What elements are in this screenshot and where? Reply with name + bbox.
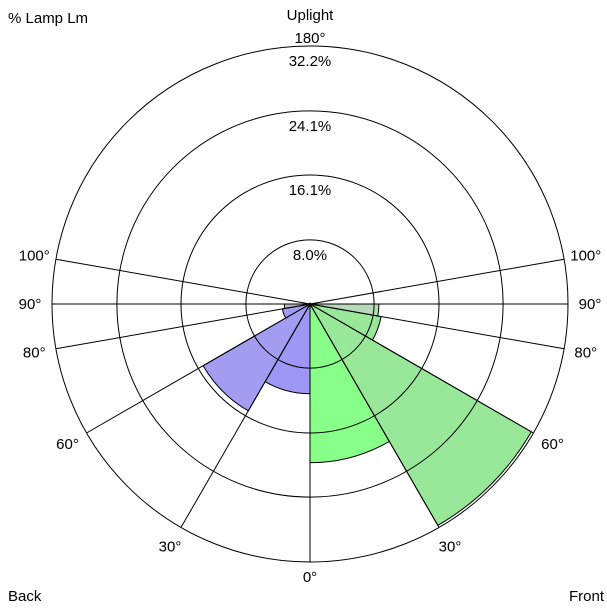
angle-label-front-60: 60° [541, 436, 564, 453]
spoke-back-60 [86, 303, 311, 434]
angle-label-front-30: 30° [439, 538, 462, 555]
angle-label-back-60: 60° [56, 436, 79, 453]
ring-label-0: 8.0% [293, 247, 327, 264]
front-label: Front [569, 588, 605, 605]
angle-label-back-90: 90° [19, 296, 42, 313]
spoke-back-30 [180, 303, 311, 528]
angle-label-back-30: 30° [159, 538, 182, 555]
spoke-front-30 [309, 303, 440, 528]
angle-label-front-80: 80° [574, 345, 597, 362]
chart-title: Uplight [287, 7, 335, 24]
angle-label-front-90: 90° [579, 296, 602, 313]
label-layer: % Lamp Lm Uplight 180° Back Front 8.0% 16… [8, 7, 605, 605]
spoke-front-80 [309, 303, 565, 350]
spoke-back-100 [55, 258, 311, 305]
spoke-back-80 [55, 303, 311, 350]
back-label: Back [8, 588, 42, 605]
spoke-layer [52, 258, 568, 562]
spoke-front-100 [309, 258, 565, 305]
angle-label-0: 0° [303, 569, 317, 586]
zone-front-30-60 [308, 302, 533, 527]
ring-label-3: 32.2% [289, 53, 332, 70]
angle-label-back-80: 80° [23, 345, 46, 362]
ring-label-1: 16.1% [289, 182, 332, 199]
angle-label-front-100: 100° [570, 247, 601, 264]
angle-label-back-100: 100° [19, 247, 50, 264]
zone-layer [202, 302, 533, 527]
top-angle-label: 180° [294, 30, 325, 47]
ring-label-2: 24.1% [289, 118, 332, 135]
spoke-front-60 [309, 303, 534, 434]
units-label: % Lamp Lm [8, 10, 88, 27]
